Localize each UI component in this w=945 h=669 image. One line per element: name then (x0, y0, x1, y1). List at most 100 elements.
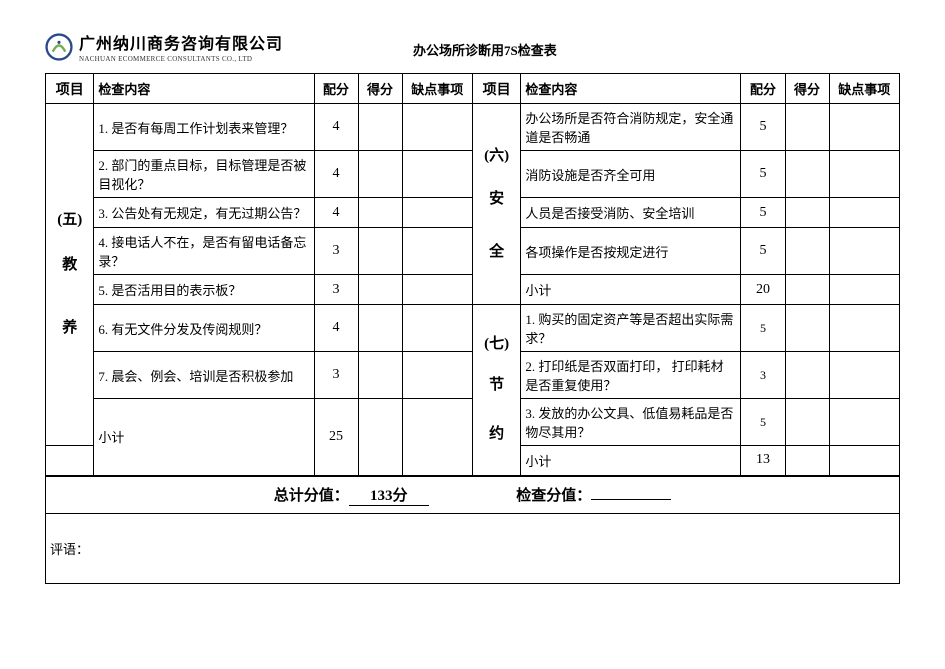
subtotal-label: 小计 (521, 446, 741, 476)
check-item: 2. 打印纸是否双面打印， 打印耗材是否重复使用？ (521, 352, 741, 399)
subtotal-value: 20 (741, 275, 785, 305)
header-alloc-right: 配分 (741, 74, 785, 104)
alloc-cell: 4 (314, 104, 358, 151)
header-issue-left: 缺点事项 (402, 74, 472, 104)
check-item: 1. 是否有每周工作计划表来管理？ (94, 104, 314, 151)
section-six-label: (六) 安 全 (472, 104, 520, 305)
score-cell[interactable] (785, 228, 829, 275)
checklist-table: 项目 检查内容 配分 得分 缺点事项 项目 检查内容 配分 得分 缺点事项 (五… (45, 73, 900, 584)
check-item: 消防设施是否齐全可用 (521, 151, 741, 198)
alloc-cell: 5 (741, 104, 785, 151)
issue-cell[interactable] (402, 104, 472, 151)
alloc-cell: 3 (741, 352, 785, 399)
section-seven-num: (七) (477, 328, 516, 361)
score-cell[interactable] (785, 446, 829, 476)
company-text: 广州纳川商务咨询有限公司 NACHUAN ECOMMERCE CONSULTAN… (79, 30, 283, 63)
issue-cell[interactable] (402, 352, 472, 399)
subtotal-label: 小计 (521, 275, 741, 305)
issue-cell[interactable] (829, 104, 899, 151)
alloc-cell: 3 (314, 228, 358, 275)
header-issue-right: 缺点事项 (829, 74, 899, 104)
issue-cell[interactable] (829, 228, 899, 275)
header-score-left: 得分 (358, 74, 402, 104)
alloc-cell: 5 (741, 305, 785, 352)
issue-cell[interactable] (402, 198, 472, 228)
check-item: 办公场所是否符合消防规定，安全通道是否畅通 (521, 104, 741, 151)
score-cell[interactable] (785, 198, 829, 228)
check-item: 6. 有无文件分发及传阅规则？ (94, 305, 314, 352)
table-row: 6. 有无文件分发及传阅规则？ 4 (七) 节 约 1. 购买的固定资产等是否超… (46, 305, 900, 352)
issue-cell[interactable] (402, 275, 472, 305)
total-value: 133分 (349, 484, 429, 506)
document-title: 办公场所诊断用7S检查表 (413, 40, 557, 59)
total-label: 总计分值： (274, 488, 349, 504)
check-item: 2. 部门的重点目标，目标管理是否被目视化？ (94, 151, 314, 198)
score-cell[interactable] (358, 228, 402, 275)
header-content-left: 检查内容 (94, 74, 314, 104)
document-header: 广州纳川商务咨询有限公司 NACHUAN ECOMMERCE CONSULTAN… (45, 30, 900, 63)
header-score-right: 得分 (785, 74, 829, 104)
alloc-cell: 4 (314, 198, 358, 228)
score-cell[interactable] (358, 305, 402, 352)
company-name-en: NACHUAN ECOMMERCE CONSULTANTS CO., LTD (79, 55, 283, 63)
alloc-cell: 3 (314, 352, 358, 399)
issue-cell[interactable] (402, 305, 472, 352)
alloc-cell: 4 (314, 151, 358, 198)
score-cell[interactable] (358, 352, 402, 399)
check-score-label: 检查分值： (516, 488, 591, 504)
comments-cell[interactable]: 评语： (46, 514, 900, 584)
table-row: (五) 教 养 1. 是否有每周工作计划表来管理？ 4 (六) 安 全 办公场所… (46, 104, 900, 151)
score-cell[interactable] (785, 399, 829, 446)
issue-cell[interactable] (402, 399, 472, 476)
section-seven-label: (七) 节 约 (472, 305, 520, 476)
section-five-label: (五) 教 养 (46, 104, 94, 446)
header-item-right: 项目 (472, 74, 520, 104)
score-cell[interactable] (358, 151, 402, 198)
table-header-row: 项目 检查内容 配分 得分 缺点事项 项目 检查内容 配分 得分 缺点事项 (46, 74, 900, 104)
subtotal-value: 13 (741, 446, 785, 476)
check-score-value[interactable] (591, 499, 671, 500)
header-content-right: 检查内容 (521, 74, 741, 104)
check-item: 5. 是否活用目的表示板？ (94, 275, 314, 305)
issue-cell[interactable] (402, 228, 472, 275)
score-cell[interactable] (358, 198, 402, 228)
issue-cell[interactable] (829, 198, 899, 228)
issue-cell[interactable] (829, 305, 899, 352)
score-cell[interactable] (358, 275, 402, 305)
company-name-cn: 广州纳川商务咨询有限公司 (79, 30, 283, 54)
company-logo-icon (45, 33, 73, 61)
alloc-cell: 5 (741, 151, 785, 198)
check-item: 3. 公告处有无规定，有无过期公告？ (94, 198, 314, 228)
company-logo-block: 广州纳川商务咨询有限公司 NACHUAN ECOMMERCE CONSULTAN… (45, 30, 283, 63)
check-item: 3. 发放的办公文具、低值易耗品是否物尽其用？ (521, 399, 741, 446)
issue-cell[interactable] (829, 352, 899, 399)
issue-cell[interactable] (829, 151, 899, 198)
alloc-cell: 5 (741, 399, 785, 446)
issue-cell[interactable] (829, 399, 899, 446)
comments-label: 评语： (50, 542, 89, 557)
comments-row: 评语： (46, 514, 900, 584)
score-cell[interactable] (785, 352, 829, 399)
score-cell[interactable] (785, 104, 829, 151)
alloc-cell: 5 (741, 198, 785, 228)
alloc-cell: 5 (741, 228, 785, 275)
score-cell[interactable] (358, 399, 402, 476)
issue-cell[interactable] (829, 446, 899, 476)
score-cell[interactable] (785, 151, 829, 198)
header-alloc-left: 配分 (314, 74, 358, 104)
check-item: 4. 接电话人不在，是否有留电话备忘录？ (94, 228, 314, 275)
check-item: 各项操作是否按规定进行 (521, 228, 741, 275)
alloc-cell: 3 (314, 275, 358, 305)
issue-cell[interactable] (402, 151, 472, 198)
score-cell[interactable] (785, 305, 829, 352)
score-cell[interactable] (358, 104, 402, 151)
header-item-left: 项目 (46, 74, 94, 104)
score-cell[interactable] (785, 275, 829, 305)
check-item: 7. 晨会、例会、培训是否积极参加 (94, 352, 314, 399)
check-item: 人员是否接受消防、安全培训 (521, 198, 741, 228)
alloc-cell: 4 (314, 305, 358, 352)
subtotal-value: 25 (314, 399, 358, 476)
section-five-num: (五) (50, 204, 89, 237)
summary-row: 总计分值：133分 检查分值： (46, 476, 900, 514)
issue-cell[interactable] (829, 275, 899, 305)
